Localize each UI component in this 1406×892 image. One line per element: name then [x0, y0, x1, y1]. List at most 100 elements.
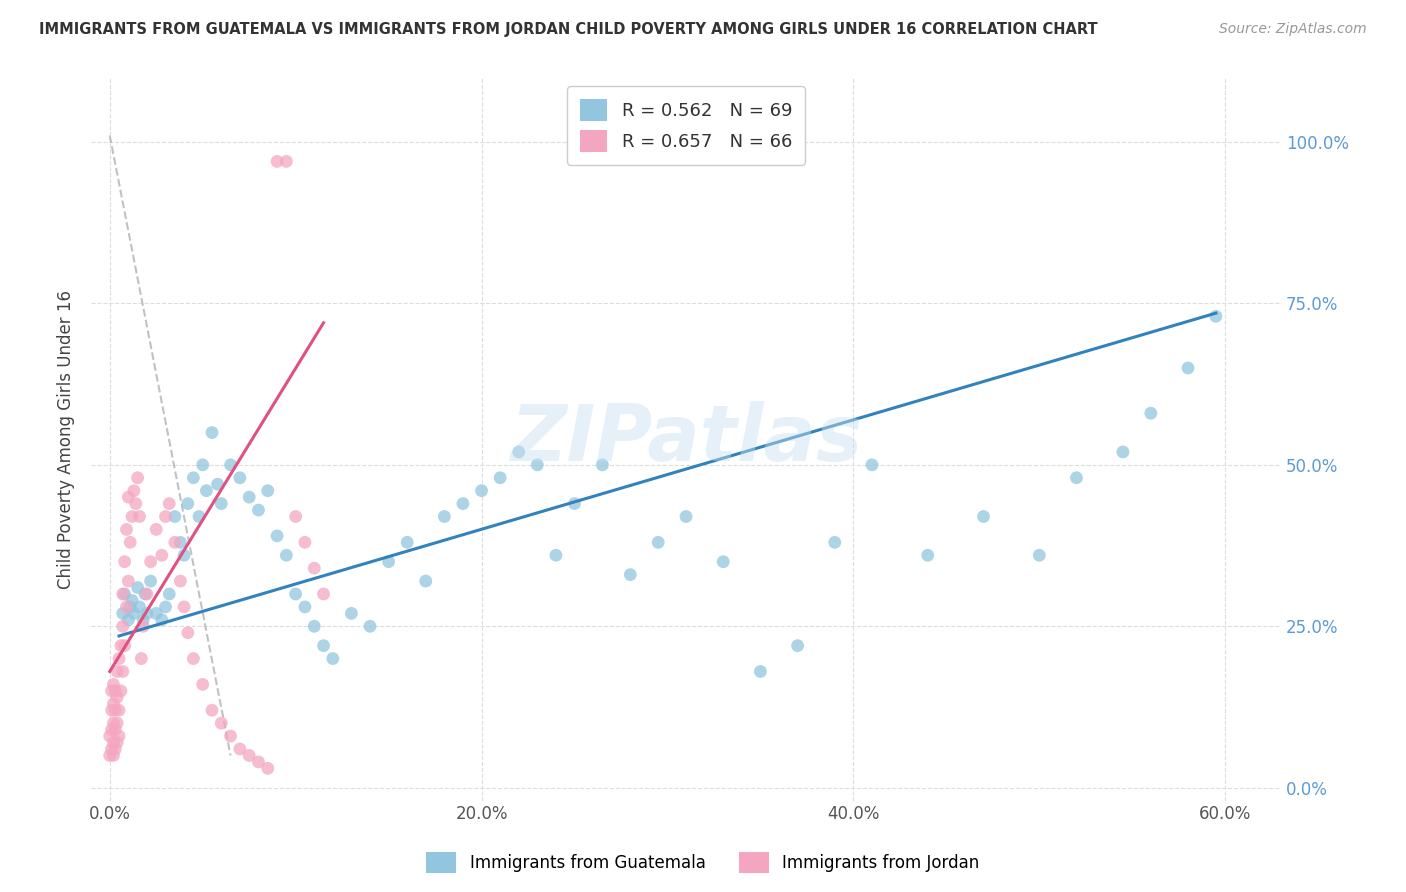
Point [104, 683, 127, 698]
Point [120, 535, 142, 549]
Point [121, 509, 143, 524]
Point [155, 599, 177, 614]
Point [108, 651, 131, 665]
Point [619, 567, 641, 582]
Point [824, 535, 846, 549]
Point [564, 497, 586, 511]
Point [302, 561, 325, 575]
Point [150, 613, 173, 627]
Point [433, 509, 456, 524]
Point [103, 735, 125, 749]
Text: IMMIGRANTS FROM GUATEMALA VS IMMIGRANTS FROM JORDAN CHILD POVERTY AMONG GIRLS UN: IMMIGRANTS FROM GUATEMALA VS IMMIGRANTS … [39, 22, 1098, 37]
Point [169, 574, 191, 588]
Point [135, 607, 157, 621]
Point [114, 587, 136, 601]
Point [201, 425, 224, 440]
Point [377, 555, 399, 569]
Point [209, 497, 232, 511]
Point [489, 471, 512, 485]
Point [115, 523, 138, 537]
Point [157, 497, 180, 511]
Point [256, 761, 278, 775]
Point [294, 535, 316, 549]
Point [98, 729, 121, 743]
Point [100, 703, 122, 717]
Point [749, 665, 772, 679]
Point [163, 509, 186, 524]
Point [117, 490, 139, 504]
Point [471, 483, 494, 498]
Point [340, 607, 363, 621]
Point [128, 509, 150, 524]
Point [103, 748, 125, 763]
Point [103, 716, 125, 731]
Point [591, 458, 613, 472]
Point [127, 581, 149, 595]
Point [132, 619, 155, 633]
Point [276, 548, 298, 562]
Point [451, 497, 474, 511]
Point [104, 723, 127, 737]
Point [247, 755, 270, 769]
Point [1140, 406, 1163, 420]
Point [247, 503, 270, 517]
Point [191, 458, 214, 472]
Point [134, 587, 156, 601]
Point [145, 607, 167, 621]
Point [508, 445, 530, 459]
Point [103, 677, 125, 691]
Point [415, 574, 437, 588]
Point [105, 690, 128, 705]
Point [209, 716, 232, 731]
Point [1177, 361, 1199, 376]
Point [135, 587, 157, 601]
Point [266, 154, 288, 169]
Point [860, 458, 883, 472]
Point [173, 548, 195, 562]
Point [526, 458, 548, 472]
Point [219, 729, 242, 743]
Point [1066, 471, 1088, 485]
Point [139, 574, 162, 588]
Point [1205, 310, 1227, 324]
Point [266, 529, 288, 543]
Point [121, 593, 143, 607]
Point [108, 703, 131, 717]
Point [183, 651, 205, 665]
Point [115, 599, 138, 614]
Point [188, 509, 211, 524]
Point [128, 599, 150, 614]
Point [544, 548, 567, 562]
Point [132, 613, 155, 627]
Point [111, 607, 134, 621]
Point [100, 742, 122, 756]
Point [111, 665, 134, 679]
Point [973, 509, 995, 524]
Point [104, 742, 127, 756]
Point [312, 587, 335, 601]
Point [169, 535, 191, 549]
Point [157, 587, 180, 601]
Point [100, 723, 122, 737]
Point [110, 639, 132, 653]
Point [127, 471, 149, 485]
Point [201, 703, 224, 717]
Point [98, 748, 121, 763]
Point [114, 639, 136, 653]
Point [105, 665, 128, 679]
Point [1112, 445, 1135, 459]
Legend: Immigrants from Guatemala, Immigrants from Jordan: Immigrants from Guatemala, Immigrants fr… [420, 846, 986, 880]
Point [139, 555, 162, 569]
Y-axis label: Child Poverty Among Girls Under 16: Child Poverty Among Girls Under 16 [58, 290, 75, 589]
Point [229, 471, 252, 485]
Point [104, 703, 127, 717]
Legend: R = 0.562   N = 69, R = 0.657   N = 66: R = 0.562 N = 69, R = 0.657 N = 66 [568, 87, 804, 165]
Point [110, 683, 132, 698]
Point [647, 535, 669, 549]
Point [125, 497, 148, 511]
Point [103, 697, 125, 711]
Point [219, 458, 242, 472]
Point [711, 555, 734, 569]
Point [229, 742, 252, 756]
Point [195, 483, 218, 498]
